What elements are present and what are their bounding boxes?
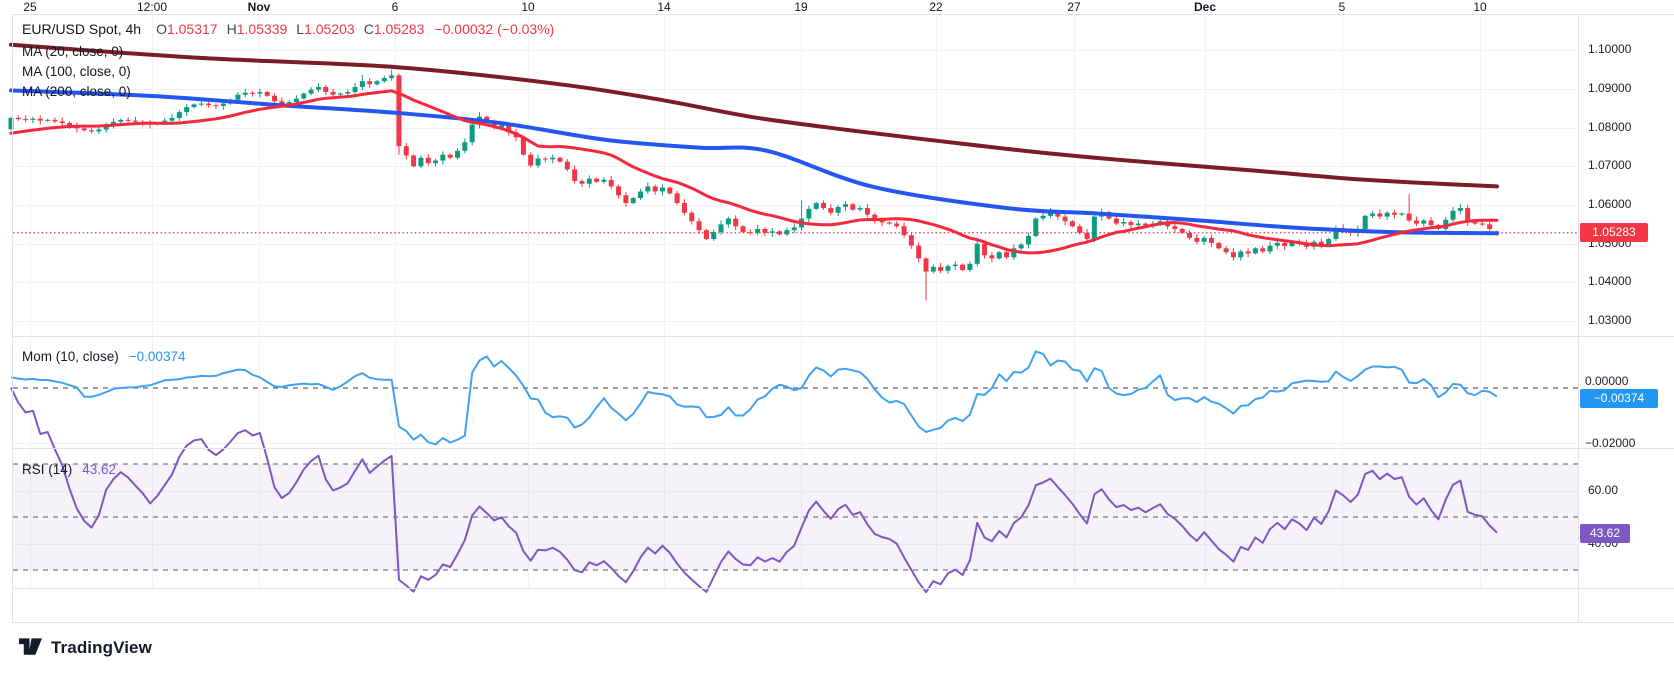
momentum-legend[interactable]: Mom (10, close) −0.00374	[22, 349, 185, 364]
price-axis-label: 1.07000	[1588, 158, 1632, 173]
momentum-axis-label: 0.00000	[1585, 374, 1629, 388]
time-axis-label: 12:00	[136, 0, 168, 14]
time-axis-label: 19	[794, 0, 808, 14]
ohlc-open-value: 1.05317	[166, 21, 218, 37]
momentum-axis-label: −0.02000	[1585, 436, 1636, 450]
symbol-title[interactable]: EUR/USD Spot, 4h	[22, 21, 142, 37]
tradingview-logo-text: TradingView	[51, 637, 152, 657]
momentum-value-badge: −0.00374	[1580, 389, 1658, 409]
ma200-legend[interactable]: MA (200, close, 0)	[22, 84, 131, 99]
price-change: −0.00032 (−0.03%)	[434, 21, 555, 37]
ohlc-close-value: 1.05283	[373, 21, 425, 37]
ohlc-low-value: 1.05203	[304, 21, 355, 37]
rsi-label: RSI (14)	[22, 462, 73, 477]
rsi-legend[interactable]: RSI (14) 43.62	[22, 462, 116, 477]
price-axis-label: 1.08000	[1588, 119, 1632, 134]
ohlc-close-key: C	[363, 21, 374, 37]
main-legend: EUR/USD Spot, 4h O 1.05317 H 1.05339 L 1.05…	[22, 21, 554, 102]
tradingview-logo-icon	[18, 638, 43, 655]
time-axis-label: 25	[23, 0, 37, 14]
ohlc-high-value: 1.05339	[236, 21, 288, 37]
rsi-value: 43.62	[82, 462, 117, 477]
rsi-axis-label: 60.00	[1588, 482, 1619, 497]
ohlc-high-key: H	[226, 21, 237, 37]
price-axis-label: 1.06000	[1588, 197, 1632, 211]
ohlc-open-key: O	[156, 21, 167, 37]
ma100-legend[interactable]: MA (100, close, 0)	[22, 64, 131, 79]
time-axis-label: 27	[1067, 0, 1081, 14]
price-axis-label: 1.04000	[1588, 274, 1632, 289]
ohlc-low-key: L	[296, 21, 305, 37]
time-axis-label: 10	[1473, 0, 1487, 14]
time-axis-label: 22	[929, 0, 943, 14]
rsi-value-badge: 43.62	[1580, 523, 1630, 543]
time-axis-label: Dec	[1193, 0, 1217, 14]
time-axis-label: 5	[1338, 0, 1346, 14]
momentum-label: Mom (10, close)	[22, 349, 119, 364]
time-axis-label: Nov	[247, 0, 271, 14]
tradingview-logo[interactable]: TradingView	[18, 637, 152, 658]
price-axis-label: 1.09000	[1588, 80, 1632, 95]
momentum-value: −0.00374	[128, 349, 186, 364]
time-axis-label: 10	[521, 0, 535, 14]
price-axis-label: 1.03000	[1588, 313, 1632, 328]
ma20-legend[interactable]: MA (20, close, 0)	[22, 44, 124, 59]
time-axis-label: 14	[657, 0, 671, 14]
time-axis-label: 6	[391, 0, 399, 14]
last-price-badge: 1.05283	[1580, 222, 1648, 242]
price-axis-label: 1.10000	[1588, 42, 1632, 57]
symbol-row[interactable]: EUR/USD Spot, 4h O 1.05317 H 1.05339 L 1.05…	[22, 21, 554, 42]
